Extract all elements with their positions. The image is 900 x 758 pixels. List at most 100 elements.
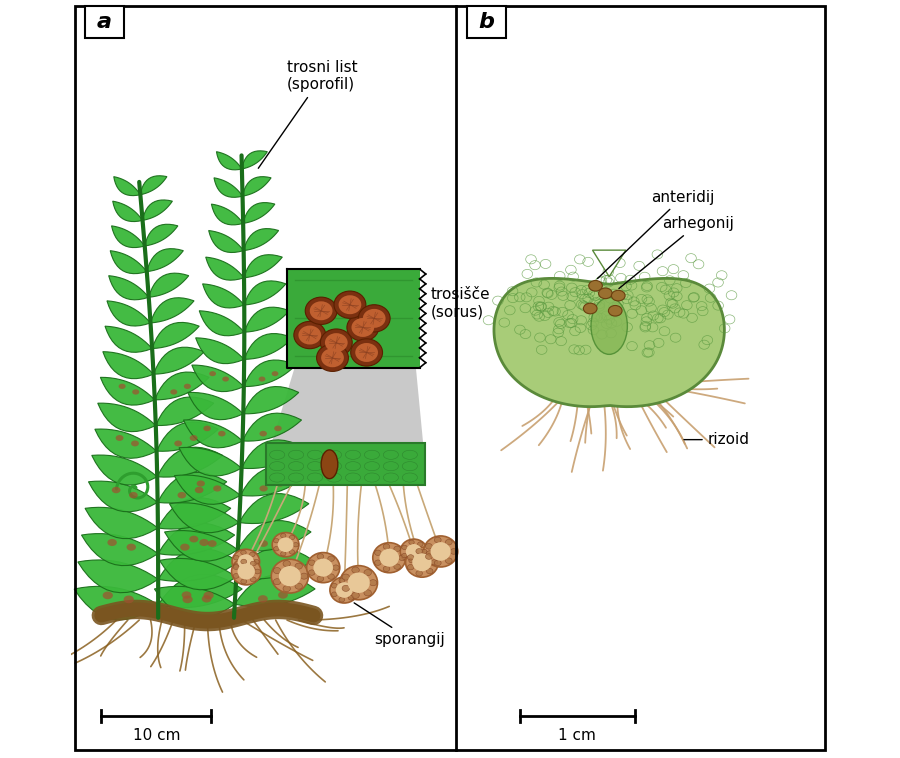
Ellipse shape [295,583,302,589]
Ellipse shape [408,565,414,570]
Polygon shape [152,322,199,349]
Ellipse shape [408,555,414,560]
Ellipse shape [336,582,353,598]
Polygon shape [109,276,148,300]
Ellipse shape [334,291,366,318]
Ellipse shape [446,540,452,545]
Polygon shape [158,447,222,477]
Text: 1 cm: 1 cm [558,728,597,744]
Text: 10 cm: 10 cm [132,728,180,744]
Ellipse shape [202,595,211,603]
Ellipse shape [374,560,382,565]
Polygon shape [158,472,227,503]
Ellipse shape [281,552,286,556]
Ellipse shape [450,549,457,554]
Ellipse shape [183,596,193,603]
Polygon shape [241,440,304,468]
Ellipse shape [426,543,432,549]
Bar [266,443,425,485]
Polygon shape [192,365,244,392]
Ellipse shape [589,280,602,291]
Polygon shape [154,347,204,374]
Polygon shape [158,523,235,555]
Ellipse shape [321,450,338,479]
Ellipse shape [369,580,377,586]
Polygon shape [112,226,145,248]
Ellipse shape [325,334,347,352]
Ellipse shape [409,559,414,563]
Ellipse shape [427,551,433,556]
Ellipse shape [352,587,358,592]
Polygon shape [238,521,311,551]
Text: trosišče
(sorus): trosišče (sorus) [431,287,490,320]
Polygon shape [244,255,283,277]
Ellipse shape [234,564,239,568]
Ellipse shape [331,592,338,597]
Ellipse shape [426,554,432,559]
Polygon shape [244,229,279,251]
Ellipse shape [317,554,324,559]
Ellipse shape [274,425,282,431]
Polygon shape [158,498,230,529]
Ellipse shape [348,580,354,584]
Ellipse shape [352,318,374,337]
Polygon shape [242,177,271,196]
Ellipse shape [309,570,315,575]
Polygon shape [142,200,173,221]
Ellipse shape [416,571,422,576]
Bar [467,6,506,38]
Polygon shape [157,422,219,451]
Ellipse shape [328,556,335,562]
Polygon shape [101,377,155,405]
Polygon shape [206,257,244,280]
Ellipse shape [189,536,198,543]
Ellipse shape [598,288,612,299]
Ellipse shape [332,565,339,570]
Polygon shape [240,467,307,496]
Ellipse shape [238,554,254,569]
Ellipse shape [278,591,288,599]
Ellipse shape [119,384,126,389]
Ellipse shape [281,534,286,538]
Ellipse shape [240,568,247,573]
Ellipse shape [271,559,309,593]
Polygon shape [85,507,158,539]
Ellipse shape [321,348,344,368]
Ellipse shape [196,481,205,487]
Ellipse shape [301,573,308,579]
Polygon shape [237,547,313,579]
Ellipse shape [238,563,255,580]
Ellipse shape [363,309,385,328]
Ellipse shape [591,298,627,355]
Polygon shape [140,176,166,195]
Ellipse shape [294,321,326,349]
Ellipse shape [418,542,423,547]
Ellipse shape [340,565,377,600]
Ellipse shape [305,297,338,324]
Ellipse shape [435,560,441,565]
Ellipse shape [418,556,423,561]
Ellipse shape [435,537,441,543]
Ellipse shape [409,540,414,544]
Ellipse shape [240,550,247,555]
Ellipse shape [406,544,422,559]
Text: sporangij: sporangij [354,603,446,647]
Ellipse shape [309,560,315,565]
Ellipse shape [233,574,239,578]
Ellipse shape [203,591,213,600]
Ellipse shape [233,565,239,569]
Polygon shape [94,429,157,459]
Polygon shape [92,455,158,485]
Ellipse shape [249,552,255,556]
Ellipse shape [279,566,301,586]
Ellipse shape [115,435,123,441]
Bar [287,269,419,368]
Ellipse shape [250,577,256,582]
Ellipse shape [278,537,293,552]
Ellipse shape [317,344,348,371]
Polygon shape [169,503,239,533]
Ellipse shape [401,545,407,550]
Ellipse shape [446,558,452,563]
Ellipse shape [406,547,438,577]
Polygon shape [113,177,140,196]
